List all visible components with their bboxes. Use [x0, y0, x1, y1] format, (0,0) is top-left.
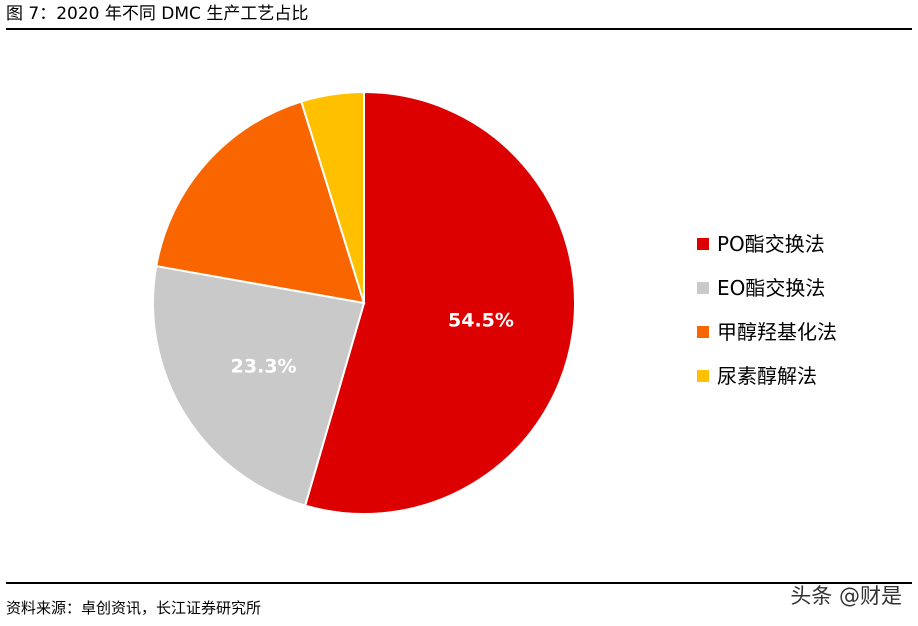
legend-swatch-po — [697, 238, 709, 250]
chart-legend: PO酯交换法 EO酯交换法 甲醇羟基化法 尿素醇解法 — [697, 222, 837, 398]
legend-label-po: PO酯交换法 — [717, 232, 825, 256]
data-label-po: 54.5% — [448, 310, 514, 332]
pie-slice-urea — [300, 90, 365, 304]
legend-swatch-methanol — [697, 326, 709, 338]
page-title: 图 7：2020 年不同 DMC 生产工艺占比 — [6, 4, 309, 24]
legend-label-methanol: 甲醇羟基化法 — [717, 320, 837, 344]
legend-item-po: PO酯交换法 — [697, 222, 837, 266]
bottom-divider — [6, 582, 912, 584]
legend-label-eo: EO酯交换法 — [717, 276, 826, 300]
legend-item-methanol: 甲醇羟基化法 — [697, 310, 837, 354]
pie-data-labels: 54.5% 23.3% — [231, 310, 514, 378]
watermark: 头条 @财是 — [790, 584, 902, 608]
legend-item-eo: EO酯交换法 — [697, 266, 837, 310]
legend-label-urea: 尿素醇解法 — [717, 364, 817, 388]
top-divider — [6, 28, 912, 30]
legend-swatch-urea — [697, 370, 709, 382]
pie-slices — [152, 90, 576, 515]
pie-slice-methanol — [155, 100, 366, 305]
legend-item-urea: 尿素醇解法 — [697, 354, 837, 398]
legend-swatch-eo — [697, 282, 709, 294]
source-note: 资料来源：卓创资讯，长江证券研究所 — [6, 599, 262, 617]
data-label-eo: 23.3% — [231, 355, 297, 377]
pie-slice-eo — [152, 264, 366, 507]
pie-slice-po — [303, 90, 576, 515]
